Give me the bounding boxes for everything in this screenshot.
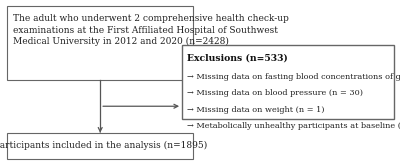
Text: The adult who underwent 2 comprehensive health check-up
examinations at the Firs: The adult who underwent 2 comprehensive … <box>13 14 289 46</box>
Text: → Missing data on fasting blood concentrations of glucose (n = 82): → Missing data on fasting blood concentr… <box>187 73 400 81</box>
Text: → Missing data on blood pressure (n = 30): → Missing data on blood pressure (n = 30… <box>187 89 363 97</box>
Text: → Missing data on weight (n = 1): → Missing data on weight (n = 1) <box>187 106 325 114</box>
Text: Participants included in the analysis (n=1895): Participants included in the analysis (n… <box>0 141 207 150</box>
FancyBboxPatch shape <box>182 45 394 119</box>
Text: Exclusions (n=533): Exclusions (n=533) <box>187 54 288 63</box>
FancyBboxPatch shape <box>7 133 193 159</box>
FancyBboxPatch shape <box>7 6 193 80</box>
Text: → Metabolically unhealthy participants at baseline (n = 420): → Metabolically unhealthy participants a… <box>187 122 400 130</box>
